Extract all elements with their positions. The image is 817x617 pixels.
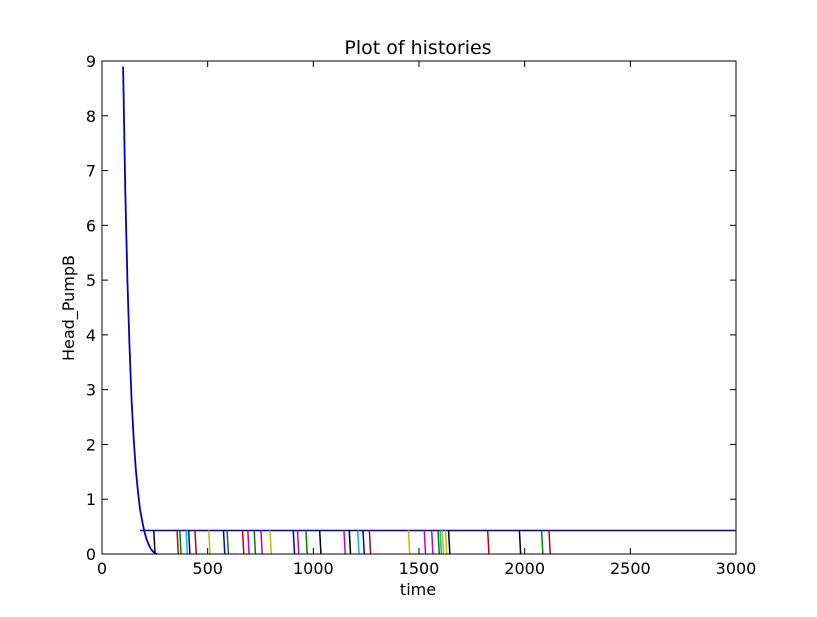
series-drop-line-2 [179,530,182,555]
series-drop-line-33 [540,530,544,555]
series-drop-line-23 [407,530,411,555]
data-layer [122,66,736,555]
y-tick-label: 5 [86,271,96,290]
series-drop-line-17 [318,530,322,555]
series-drop-line-14 [292,530,296,555]
x-tick-label: 0 [97,559,107,578]
series-drop-line-7 [222,530,226,555]
series-drop-line-13 [269,530,273,555]
plot-frame [101,60,737,555]
x-tick-label: 2500 [610,559,651,578]
series-drop-line-29 [444,530,448,555]
x-axis-label: time [400,580,436,599]
y-axis-label: Head_PumpB [59,255,79,361]
series-drop-line-12 [260,530,263,555]
y-tick-label: 3 [86,381,96,400]
series-drop-line-20 [356,530,360,555]
series-decay-line [122,66,158,555]
y-tick-label: 6 [86,216,96,235]
series-drop-line-3 [185,530,189,555]
series-drop-line-5 [194,530,198,555]
x-tick-label: 3000 [716,559,757,578]
x-tick-label: 2000 [504,559,545,578]
y-tick-label: 0 [86,545,96,564]
series-drop-line-22 [368,530,372,555]
chart-title: Plot of histories [344,37,491,59]
series-drop-line-24 [423,530,427,555]
y-tick-label: 9 [86,52,96,71]
series-drop-line-34 [548,530,551,555]
series-drop-line-11 [253,530,257,555]
x-tick-label: 500 [192,559,223,578]
y-tick-label: 8 [86,107,96,126]
series-drop-line-18 [343,530,346,555]
series-drop-line-19 [348,530,352,555]
series-drop-line-8 [226,530,230,555]
series-drop-line-25 [430,530,434,555]
series-drop-line-16 [305,530,308,555]
series-drop-line-10 [247,530,250,555]
series-drop-line-28 [441,530,445,555]
series-drop-line-31 [486,530,490,555]
series-drop-line-30 [447,530,451,555]
y-tick-label: 1 [86,490,96,509]
series-drop-line-27 [439,530,443,555]
series-drop-line-32 [518,530,522,555]
ticks-layer: 0 500 1000 1500 2000 2500 3000 0 1 2 3 4 5 6 7 8 9 [86,52,757,578]
series-drop-line-26 [437,530,441,555]
series-drop-line-1 [176,530,180,555]
x-tick-label: 1500 [399,559,440,578]
y-tick-label: 7 [86,162,96,181]
series-drop-line-21 [362,530,366,555]
series-drop-line-6 [207,530,211,555]
series-drop-line-15 [296,530,300,555]
y-tick-label: 2 [86,435,96,454]
series-drop-line-0 [153,530,156,555]
y-tick-label: 4 [86,326,96,345]
x-tick-label: 1000 [293,559,334,578]
series-drop-line-4 [187,530,191,555]
series-drop-line-9 [241,530,245,555]
